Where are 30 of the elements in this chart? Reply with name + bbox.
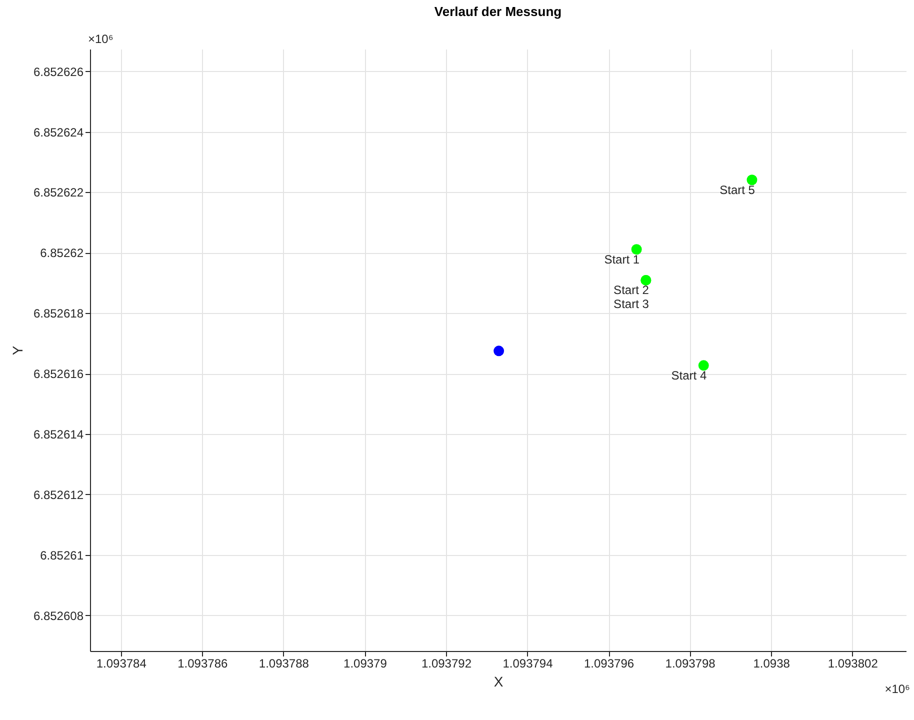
x-tick-label: 1.093798 <box>665 656 716 670</box>
text: ×10⁶ <box>884 682 910 696</box>
y-tick-label: 6.852624 <box>33 125 84 140</box>
x-tick-label: 1.093802 <box>828 656 878 670</box>
annotation: Start 4 <box>671 368 707 382</box>
y-tick-label: 6.852608 <box>33 608 84 623</box>
x-tick-label: 1.093792 <box>421 656 472 670</box>
y-axis-title: Y <box>9 345 26 356</box>
annotation: Start 3 <box>614 297 650 312</box>
x-tick-label: 1.093796 <box>584 656 634 670</box>
y-tick-label: 6.852622 <box>33 186 84 200</box>
y-tick-label: 6.85262 <box>40 246 84 260</box>
x-tick-label: 1.093786 <box>178 656 228 670</box>
y-tick-label: 6.852618 <box>33 306 84 321</box>
y-tick-label: 6.852626 <box>33 64 84 79</box>
text: ×10⁶ <box>88 32 114 46</box>
annotation: Start 1 <box>604 252 640 266</box>
y-tick-label: 6.852614 <box>33 428 84 442</box>
y-tick-label: 6.852616 <box>33 367 84 382</box>
chart-title: Verlauf der Messung <box>434 4 562 19</box>
x-tick-label: 1.0938 <box>753 656 790 670</box>
annotation: Start 5 <box>720 182 756 197</box>
y-tick-label: 6.852612 <box>33 488 84 502</box>
y-tick-label: 6.85261 <box>40 548 84 562</box>
x-tick-label: 1.093784 <box>96 656 147 670</box>
x-tick-label: 1.093794 <box>502 656 554 670</box>
x-axis-title: X <box>494 674 504 690</box>
x-tick-label: 1.09379 <box>344 656 388 670</box>
annotation: Start 2 <box>614 283 650 298</box>
x-tick-label: 1.093788 <box>258 656 310 670</box>
